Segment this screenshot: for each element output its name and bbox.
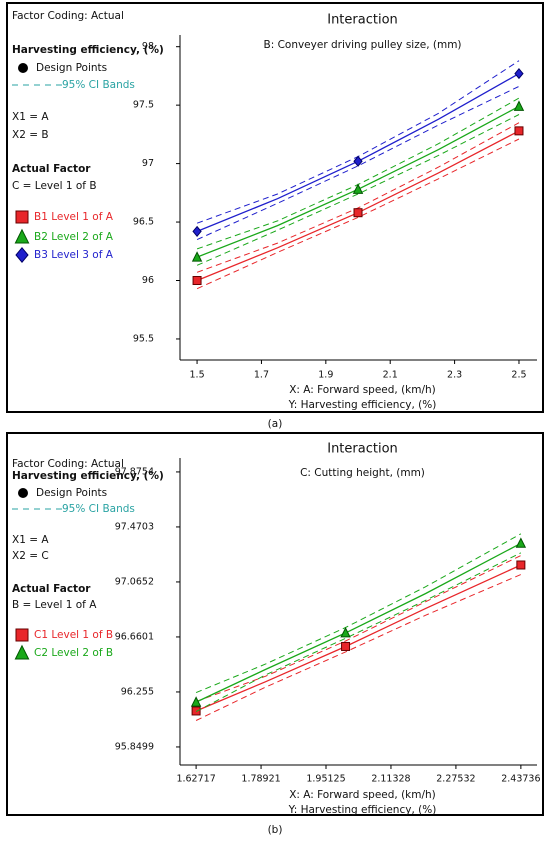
legend-label: B2 Level 2 of A xyxy=(34,231,114,243)
chart-title: Interaction xyxy=(327,13,398,28)
legend-label: B1 Level 1 of A xyxy=(34,211,114,223)
ci-band xyxy=(196,97,520,250)
legend-heading: Actual Factor xyxy=(12,163,91,175)
x-tick-label: 1.62717 xyxy=(176,774,215,785)
legend-text: Design Points xyxy=(36,62,107,74)
design-point xyxy=(353,155,363,167)
design-point xyxy=(514,67,524,80)
ci-band xyxy=(196,122,520,273)
ci-band xyxy=(196,114,520,266)
legend-text: B = Level 1 of A xyxy=(12,599,97,611)
x-tick-label: 1.9 xyxy=(318,370,333,381)
x-tick-label: 1.95125 xyxy=(306,774,345,785)
y-axis-label: Y: Harvesting efficiency, (%) xyxy=(288,804,437,816)
design-point xyxy=(514,126,524,136)
legend-marker xyxy=(18,63,28,73)
design-point xyxy=(191,706,201,716)
legend-marker xyxy=(18,488,28,498)
legend-text: X2 = C xyxy=(12,550,49,562)
chart-title: Interaction xyxy=(327,442,398,457)
y-tick-label: 98 xyxy=(142,41,154,52)
legend-text: Design Points xyxy=(36,487,107,499)
chart-subtitle: B: Conveyer driving pulley size, (mm) xyxy=(263,39,461,51)
design-point xyxy=(513,100,525,111)
legend-text: X1 = A xyxy=(12,111,49,123)
design-point xyxy=(353,208,363,218)
design-point xyxy=(190,696,202,707)
ci-band xyxy=(195,533,522,694)
y-tick-label: 96.5 xyxy=(133,217,154,228)
design-point xyxy=(352,183,364,194)
legend-marker xyxy=(14,228,30,244)
caption: (a) xyxy=(268,418,283,430)
y-tick-label: 96 xyxy=(142,275,154,286)
y-tick-label: 97 xyxy=(142,158,154,169)
design-point xyxy=(191,251,203,262)
legend-label: C2 Level 2 of B xyxy=(34,647,113,659)
x-tick-label: 1.7 xyxy=(254,370,269,381)
x-axis-label: X: A: Forward speed, (km/h) xyxy=(289,789,436,801)
legend-label: C1 Level 1 of B xyxy=(34,629,113,641)
design-point xyxy=(340,626,351,638)
x-tick-label: 2.43736 xyxy=(501,774,540,785)
ci-band xyxy=(195,552,522,713)
legend-heading: Harvesting efficiency, (%) xyxy=(12,44,164,56)
design-point xyxy=(341,641,351,651)
legend-text: X2 = B xyxy=(12,129,49,141)
x-tick-label: 2.1 xyxy=(383,370,398,381)
design-point xyxy=(516,560,526,570)
y-tick-label: 96.255 xyxy=(121,686,154,697)
ci-band xyxy=(195,574,522,721)
panel-frame xyxy=(6,432,544,816)
panel-frame xyxy=(6,2,544,413)
y-axis-label: Y: Harvesting efficiency, (%) xyxy=(288,399,437,411)
legend-label: B3 Level 3 of A xyxy=(34,249,114,261)
legend-marker xyxy=(14,644,30,660)
legend-text: 95% CI Bands xyxy=(62,79,135,91)
y-tick-label: 97.8754 xyxy=(115,466,154,477)
legend-text: Factor Coding: Actual xyxy=(12,10,124,22)
caption: (b) xyxy=(268,824,283,836)
ci-band xyxy=(196,60,520,224)
legend-heading: Harvesting efficiency, (%) xyxy=(12,470,164,482)
legend-text: C = Level 1 of B xyxy=(12,180,97,192)
legend-text: X1 = A xyxy=(12,534,49,546)
legend-text: Factor Coding: Actual xyxy=(12,458,124,470)
x-tick-label: 2.11328 xyxy=(371,774,410,785)
y-tick-label: 96.6601 xyxy=(115,631,154,642)
legend-text: 95% CI Bands xyxy=(62,503,135,515)
legend-marker xyxy=(15,210,29,224)
x-tick-label: 2.5 xyxy=(511,370,526,381)
x-axis-label: X: A: Forward speed, (km/h) xyxy=(289,384,436,396)
y-tick-label: 97.4703 xyxy=(115,521,154,532)
fit-line xyxy=(195,564,522,712)
y-tick-label: 95.5 xyxy=(133,333,154,344)
chart-subtitle: C: Cutting height, (mm) xyxy=(300,467,425,479)
y-tick-label: 97.5 xyxy=(133,100,154,111)
y-tick-label: 95.8499 xyxy=(115,741,154,752)
ci-band xyxy=(196,138,520,290)
design-point xyxy=(515,537,527,548)
legend-marker xyxy=(15,247,29,263)
design-point xyxy=(192,276,202,286)
legend-marker xyxy=(15,628,29,642)
legend-heading: Actual Factor xyxy=(12,583,91,595)
ci-band xyxy=(195,555,522,702)
x-tick-label: 2.27532 xyxy=(436,774,475,785)
y-tick-label: 97.0652 xyxy=(115,576,154,587)
fit-line xyxy=(196,105,520,258)
x-tick-label: 2.3 xyxy=(447,370,462,381)
fit-line xyxy=(195,542,522,703)
design-point xyxy=(192,225,202,237)
x-tick-label: 1.78921 xyxy=(241,774,280,785)
x-tick-label: 1.5 xyxy=(190,370,205,381)
